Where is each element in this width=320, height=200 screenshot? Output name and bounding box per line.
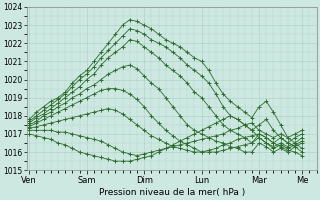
X-axis label: Pression niveau de la mer( hPa ): Pression niveau de la mer( hPa ) (99, 188, 245, 197)
